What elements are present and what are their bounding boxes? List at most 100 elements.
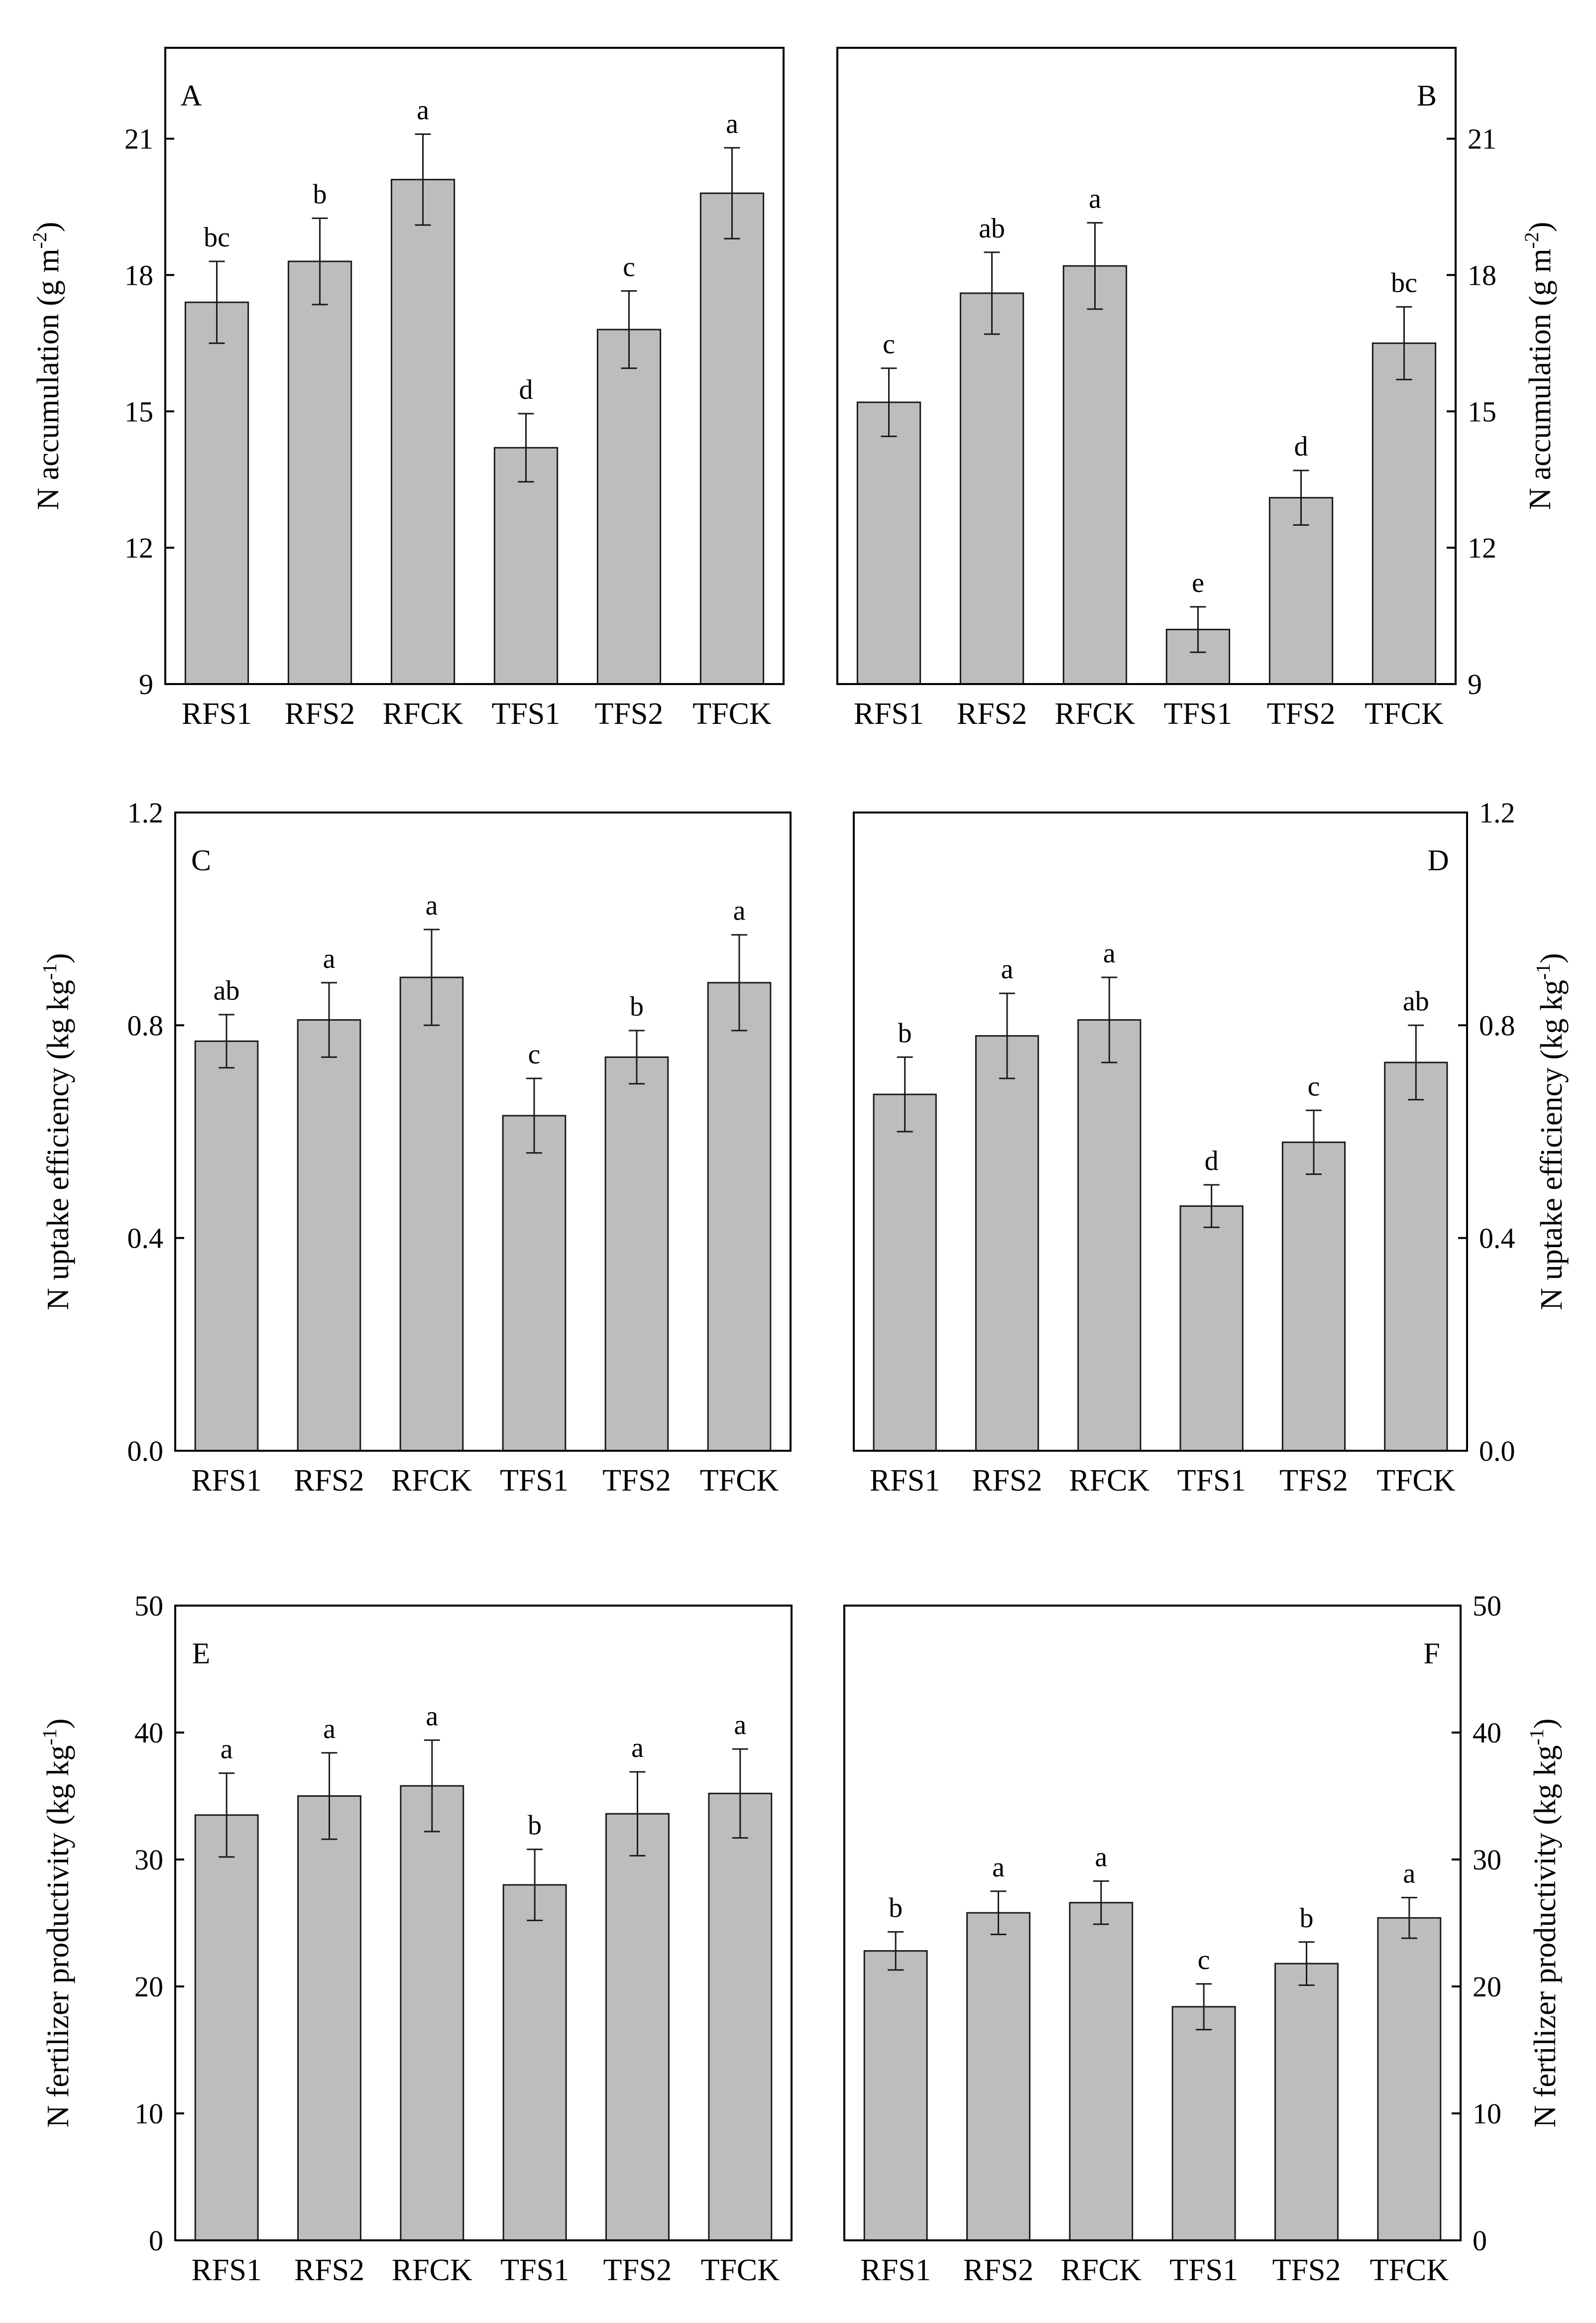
y-axis-title-text: N fertilizer productivity (kg kg <box>41 1745 75 2128</box>
category-label: RFS1 <box>182 697 252 731</box>
y-tick-label: 40 <box>1473 1717 1501 1749</box>
significance-letter: a <box>1095 1842 1107 1872</box>
bar-rfck <box>1069 1902 1134 2241</box>
category-label: TFCK <box>692 697 772 731</box>
significance-letter: b <box>313 179 327 210</box>
category-label: RFS1 <box>870 1464 940 1498</box>
category-label: TFS1 <box>500 1464 569 1498</box>
y-tick-label: 0.0 <box>1479 1435 1515 1467</box>
panel-e: a RFS1 a RFS2 a RFCK b TFS1 a TFS2 a TFCK 0 10 20 30 40 5… <box>38 1590 793 2287</box>
significance-letter: bc <box>1391 267 1417 298</box>
bar-rfck <box>1077 1019 1141 1452</box>
category-label: RFCK <box>391 1464 472 1498</box>
bar-tfck <box>699 192 765 685</box>
y-axis-title-exponent: -1 <box>1525 1729 1548 1745</box>
y-tick-label: 0 <box>1473 2224 1487 2257</box>
y-axis-title-text: N fertilizer productivity (kg kg <box>1528 1745 1562 2128</box>
error-bar <box>518 413 534 483</box>
bar-rfs2 <box>297 1019 361 1452</box>
panel-letter: F <box>1423 1637 1440 1670</box>
y-tick-label: 1.2 <box>1479 797 1515 829</box>
significance-letter: bc <box>204 222 230 253</box>
significance-letter: a <box>1089 183 1101 214</box>
y-tick-label: 18 <box>124 259 153 291</box>
category-label: RFCK <box>1069 1464 1149 1498</box>
y-axis-title: N uptake efficiency (kg kg-1) <box>1532 953 1569 1310</box>
error-bar <box>1401 1897 1417 1939</box>
category-label: RFS1 <box>191 1464 261 1498</box>
error-bar <box>897 1056 913 1133</box>
plot-frame <box>836 47 1457 685</box>
bar-tfs2 <box>604 1056 669 1452</box>
y-tick-label: 0 <box>149 2224 163 2257</box>
panel-c: ab RFS1 a RFS2 a RFCK c TFS1 b TFS2 a TFCK 0.0 0.4 0.8… <box>38 797 792 1498</box>
significance-letter: ab <box>979 213 1005 244</box>
panel-letter: E <box>192 1637 211 1670</box>
y-tick-label: 12 <box>124 532 153 564</box>
bar-tfck <box>1384 1061 1448 1452</box>
bar-tfs1 <box>1171 2006 1236 2241</box>
panel-letter: B <box>1417 79 1437 112</box>
error-bar <box>1298 1941 1315 1986</box>
plot-frame <box>174 812 792 1452</box>
category-label: TFS2 <box>1279 1464 1348 1498</box>
bar-rfck <box>399 976 464 1452</box>
error-bar <box>621 290 637 369</box>
plot-frame <box>853 812 1468 1452</box>
y-tick-label: 0.4 <box>1479 1222 1515 1255</box>
panel-d: b RFS1 a RFS2 a RFCK d TFS1 c TFS2 ab TFCK 0.0 0.4 0.8… <box>853 797 1569 1498</box>
y-axis-title-text: N uptake efficiency (kg kg <box>1535 980 1569 1310</box>
plot-frame <box>843 1605 1462 2241</box>
error-bar <box>424 1739 440 1833</box>
bar-rfs2 <box>959 292 1025 685</box>
category-label: RFS2 <box>972 1464 1042 1498</box>
y-axis-title-close: ) <box>31 222 65 232</box>
bar-tfs1 <box>502 1115 567 1452</box>
category-label: RFCK <box>392 2253 472 2287</box>
significance-letter: b <box>630 991 644 1022</box>
y-tick-label: 21 <box>124 123 153 155</box>
error-bar <box>984 251 1000 335</box>
error-bar <box>312 217 328 306</box>
bar-tfck <box>707 982 772 1452</box>
bar-rfs2 <box>287 260 352 685</box>
bar-rfs1 <box>184 301 249 685</box>
error-bar <box>731 934 747 1032</box>
y-tick-label: 0.8 <box>1479 1009 1515 1042</box>
significance-letter: a <box>323 1714 336 1744</box>
category-label: RFCK <box>1055 697 1136 731</box>
y-axis-title-exponent: -1 <box>38 963 61 980</box>
category-label: RFCK <box>383 697 463 731</box>
y-tick-label: 15 <box>1468 395 1496 428</box>
error-bar <box>415 133 431 226</box>
error-bar <box>321 1752 338 1840</box>
significance-letter: d <box>1294 431 1308 462</box>
significance-letter: c <box>883 329 895 360</box>
error-bar <box>424 929 440 1026</box>
y-axis-title-exponent: -1 <box>38 1729 61 1745</box>
bar-tfs1 <box>493 447 559 685</box>
significance-letter: a <box>221 1734 233 1765</box>
bar-rfs1 <box>863 1950 928 2241</box>
significance-letter: b <box>889 1892 903 1923</box>
significance-letter: a <box>734 1710 746 1741</box>
y-tick-label: 50 <box>134 1590 163 1622</box>
category-label: TFCK <box>700 1464 779 1498</box>
category-label: TFS1 <box>500 2253 569 2287</box>
y-axis-title: N accumulation (g m-2) <box>1520 222 1557 510</box>
significance-letter: c <box>1198 1945 1210 1975</box>
bar-tfs2 <box>1281 1141 1346 1452</box>
panel-letter: C <box>191 844 211 877</box>
error-bar <box>1101 976 1118 1063</box>
category-label: RFS1 <box>192 2253 262 2287</box>
significance-letter: ab <box>1403 986 1429 1017</box>
panel-letter: A <box>180 79 202 112</box>
bar-tfs2 <box>1268 497 1334 685</box>
y-axis-title: N accumulation (g m-2) <box>28 222 65 510</box>
y-axis-title: N fertilizer productivity (kg kg-1) <box>1525 1719 1562 2128</box>
significance-letter: e <box>1192 568 1204 598</box>
error-bar <box>990 1890 1007 1935</box>
error-bar <box>1203 1184 1220 1228</box>
bar-tfs1 <box>502 1884 567 2241</box>
category-label: RFS1 <box>861 2253 931 2287</box>
